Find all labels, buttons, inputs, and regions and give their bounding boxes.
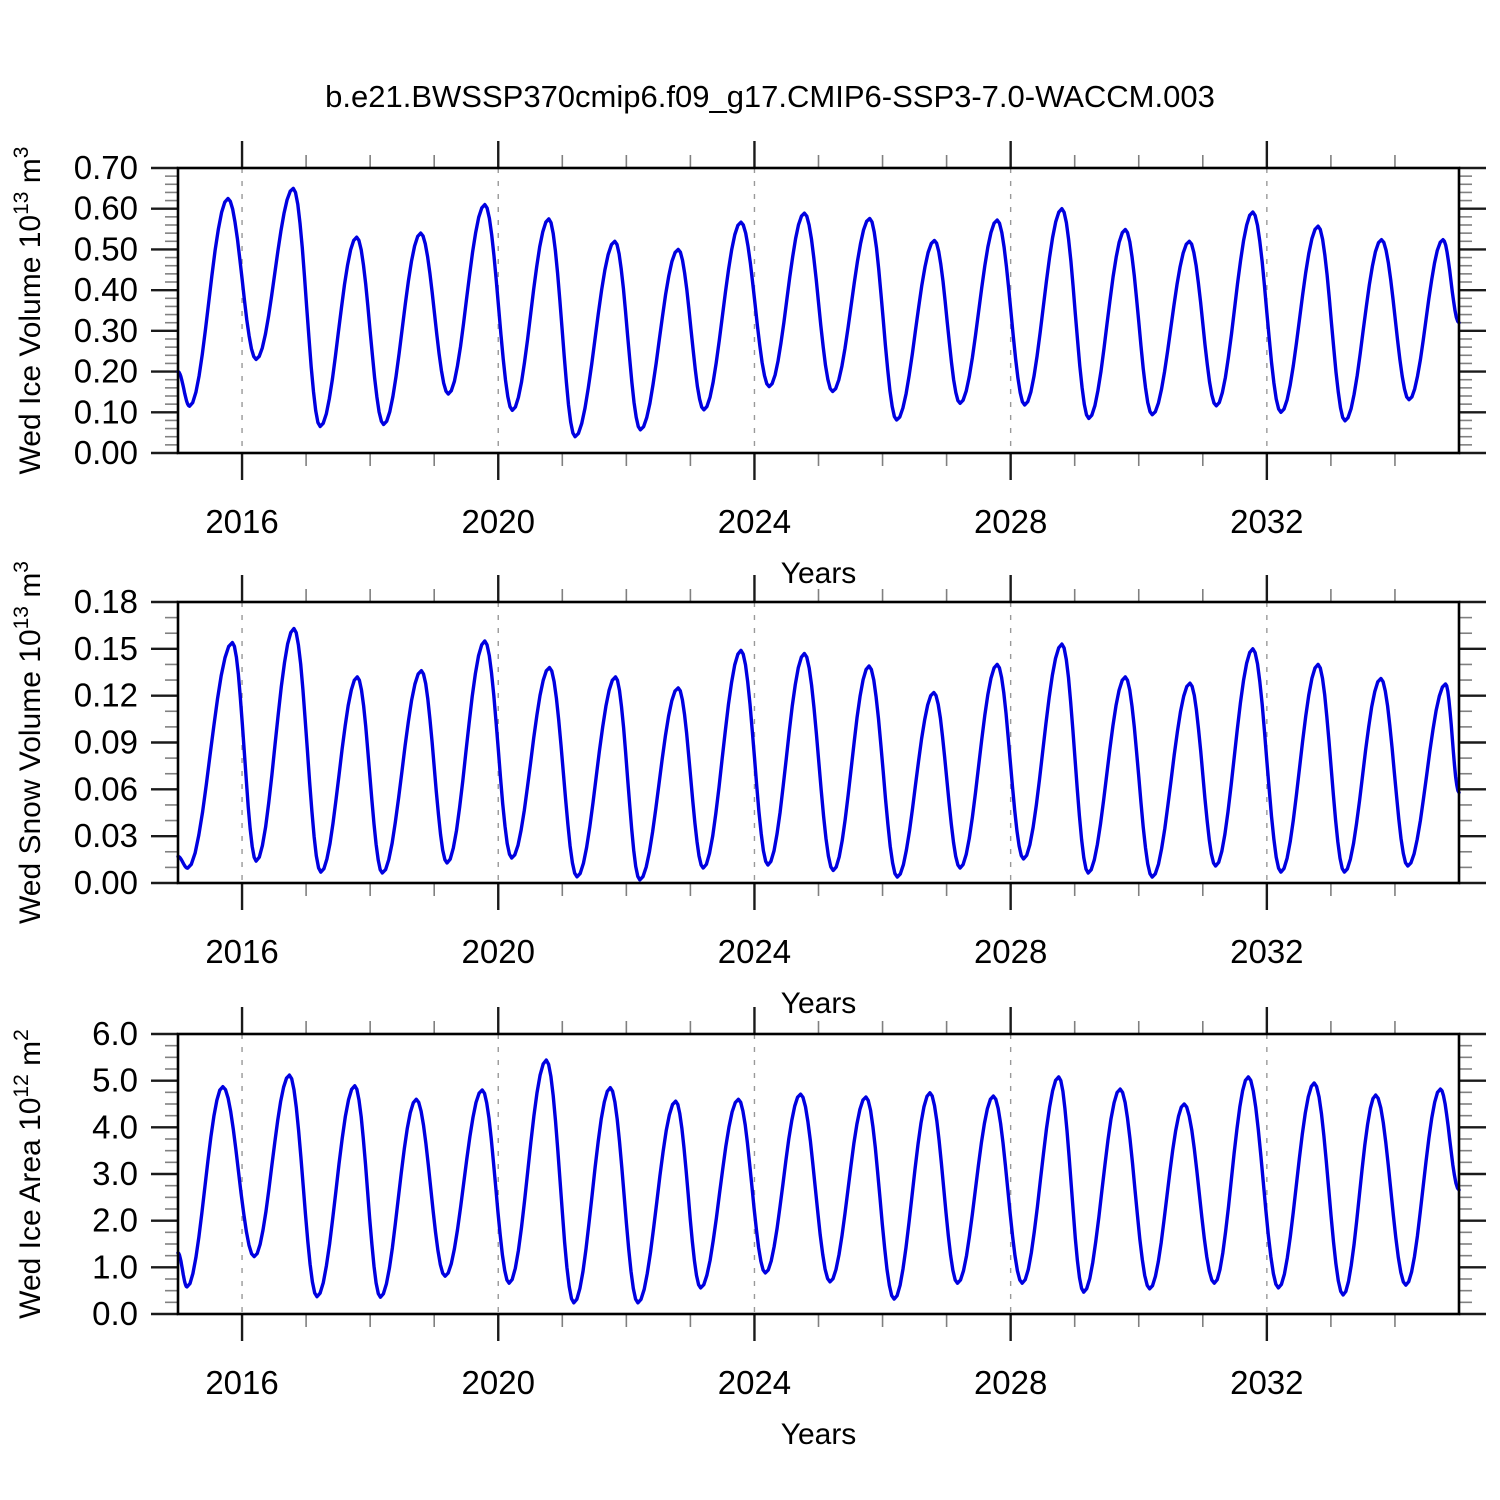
- x-axis-title: Years: [781, 557, 857, 590]
- plot-border: [176, 600, 1461, 885]
- y-tick-label: 6.0: [92, 1015, 138, 1052]
- x-tick-label: 2028: [974, 933, 1047, 970]
- x-tick-label: 2016: [205, 933, 278, 970]
- y-tick-label: 0.60: [74, 190, 138, 227]
- y-axis-title: Wed Ice Area 1012 m2: [10, 1029, 47, 1319]
- y-tick-label: 5.0: [92, 1062, 138, 1099]
- y-tick-label: 0.06: [74, 770, 138, 807]
- plot-border: [176, 166, 1461, 455]
- x-tick-label: 2016: [205, 1364, 278, 1401]
- y-tick-label: 0.09: [74, 724, 138, 761]
- x-tick-label: 2020: [462, 503, 535, 540]
- y-tick-label: 3.0: [92, 1155, 138, 1192]
- x-tick-label: 2028: [974, 503, 1047, 540]
- x-tick-label: 2020: [462, 1364, 535, 1401]
- y-tick-label: 0.00: [74, 864, 138, 901]
- y-tick-label: 2.0: [92, 1202, 138, 1239]
- x-tick-label: 2032: [1230, 1364, 1303, 1401]
- y-tick-label: 0.70: [74, 149, 138, 186]
- series-line: [176, 1058, 1461, 1305]
- x-tick-label: 2028: [974, 1364, 1047, 1401]
- x-tick-label: 2024: [718, 933, 791, 970]
- y-tick-label: 0.40: [74, 271, 138, 308]
- plot-border: [176, 1032, 1461, 1316]
- y-tick-label: 0.10: [74, 393, 138, 430]
- panel-bottom: 0.0 1.0 2.0 3.0 4.0 5.0 6.0 2016 2020 2024 2028 203…: [10, 1007, 1486, 1451]
- y-tick-label: 0.20: [74, 353, 138, 390]
- series-line: [176, 186, 1461, 439]
- panel-top: 0.00 0.100.20 0.30 0.40 0.500.60 0.70 2016 2020…: [10, 141, 1486, 590]
- y-tick-label: 0.0: [92, 1295, 138, 1332]
- x-axis-title: Years: [781, 1418, 857, 1451]
- y-tick-label: 0.30: [74, 312, 138, 349]
- figure-title: b.e21.BWSSP370cmip6.f09_g17.CMIP6-SSP3-7…: [325, 79, 1215, 114]
- y-tick-label: 0.18: [74, 583, 138, 620]
- x-tick-label: 2032: [1230, 503, 1303, 540]
- series-line: [176, 626, 1461, 882]
- x-tick-label: 2024: [718, 503, 791, 540]
- x-tick-label: 2032: [1230, 933, 1303, 970]
- y-tick-label: 0.12: [74, 677, 138, 714]
- y-tick-label: 1.0: [92, 1248, 138, 1285]
- y-axis-title: Wed Ice Volume 1013 m3: [10, 147, 47, 475]
- x-tick-label: 2016: [205, 503, 278, 540]
- y-axis-title: Wed Snow Volume 1013 m3: [10, 561, 47, 924]
- y-tick-label: 0.15: [74, 630, 138, 667]
- x-axis-title: Years: [781, 987, 857, 1020]
- panel-middle: 0.00 0.03 0.06 0.09 0.12 0.15 0.18 2016 2020 2024…: [10, 561, 1486, 1020]
- y-tick-label: 0.50: [74, 230, 138, 267]
- y-tick-label: 0.00: [74, 434, 138, 471]
- y-tick-label: 0.03: [74, 817, 138, 854]
- x-tick-label: 2020: [462, 933, 535, 970]
- x-tick-label: 2024: [718, 1364, 791, 1401]
- y-tick-label: 4.0: [92, 1108, 138, 1145]
